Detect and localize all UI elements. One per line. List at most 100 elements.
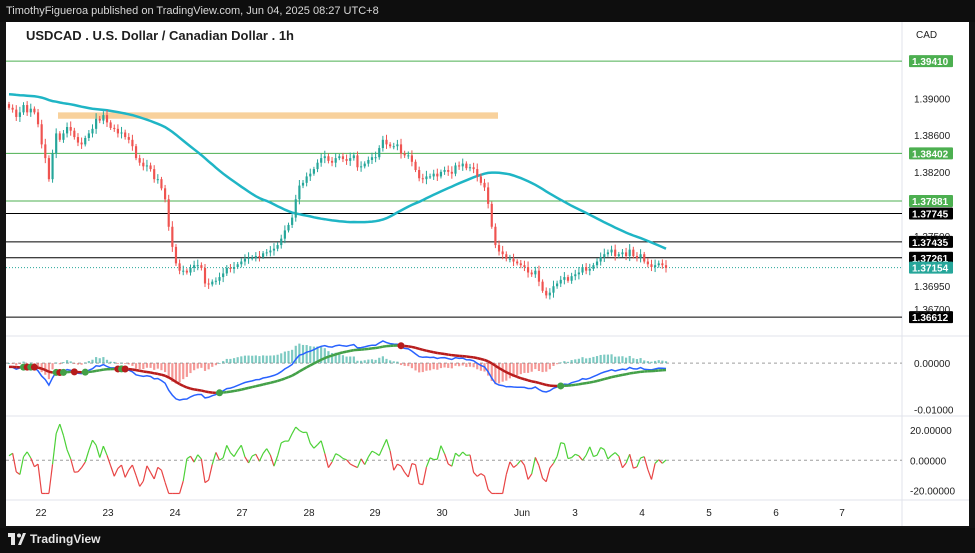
- oscillator-segment: [611, 452, 616, 456]
- candle-body: [363, 163, 366, 167]
- oscillator-segment: [560, 442, 565, 445]
- level-label: 1.38402: [912, 149, 949, 160]
- candle-body: [243, 258, 247, 262]
- macd-histogram-bar: [58, 363, 61, 365]
- oscillator-segment: [189, 455, 195, 463]
- candle-body: [479, 176, 482, 183]
- macd-fast-line: [8, 340, 667, 401]
- candle-body: [519, 263, 522, 266]
- candle-body: [222, 273, 225, 278]
- macd-slow-segment: [320, 356, 326, 361]
- macd-histogram-bar: [643, 360, 646, 364]
- y-tick-label: 1.38600: [914, 131, 951, 142]
- macd-slow-segment: [589, 380, 594, 384]
- macd-histogram-bar: [556, 363, 559, 365]
- macd-histogram-bar: [389, 360, 392, 364]
- macd-histogram-bar: [51, 363, 54, 370]
- oscillator-segment: [523, 465, 529, 480]
- oscillator-segment: [589, 446, 594, 457]
- oscillator-segment: [193, 454, 199, 463]
- oscillator-segment: [411, 462, 416, 466]
- macd-histogram-bar: [330, 352, 334, 364]
- chart-panel[interactable]: 1.39410 1.38402 1.37881 1.37745 1.37435 1.372…: [6, 22, 969, 526]
- macd-slow-segment: [433, 350, 438, 355]
- macd-slow-segment: [611, 375, 616, 379]
- macd-slow-segment: [291, 372, 297, 377]
- oscillator-segment: [26, 451, 32, 459]
- candle-body: [7, 104, 11, 108]
- oscillator-segment: [142, 465, 148, 482]
- oscillator-segment: [473, 472, 478, 477]
- candle-body: [211, 281, 214, 285]
- candle-body: [214, 280, 217, 282]
- macd-histogram-bar: [599, 354, 602, 364]
- candle-body: [396, 144, 399, 147]
- oscillator-segment: [204, 479, 209, 484]
- macd-histogram-bar: [399, 363, 403, 366]
- macd-slow-segment: [306, 364, 311, 369]
- candle-body: [251, 257, 254, 259]
- candle-body: [425, 176, 428, 180]
- macd-histogram-bar: [287, 350, 290, 364]
- candle-body: [95, 118, 98, 129]
- oscillator-segment: [480, 473, 485, 477]
- macd-histogram-bar: [87, 360, 90, 364]
- macd-histogram-bar: [269, 355, 272, 364]
- candle-body: [301, 182, 305, 186]
- candle-body: [33, 108, 36, 113]
- oscillator-segment: [102, 445, 108, 456]
- candle-body: [294, 199, 297, 218]
- macd-slow-segment: [542, 382, 547, 387]
- macd-histogram-bar: [352, 356, 355, 364]
- candle-body: [472, 167, 475, 170]
- macd-histogram-bar: [650, 361, 653, 364]
- oscillator-segment: [621, 462, 627, 469]
- oscillator-segment: [458, 451, 464, 457]
- oscillator-segment: [455, 452, 460, 457]
- level-label: 1.37881: [912, 197, 949, 208]
- macd-histogram-bar: [603, 354, 606, 364]
- candle-body: [283, 230, 286, 239]
- macd-histogram-bar: [458, 363, 461, 367]
- candle-body: [320, 158, 323, 163]
- candle-body: [247, 257, 250, 259]
- macd-histogram-bar: [55, 362, 58, 364]
- oscillator-segment: [633, 466, 638, 469]
- candle-body: [621, 252, 624, 255]
- macd-histogram-bar: [280, 353, 283, 364]
- candle-body: [563, 277, 566, 280]
- candle-body: [47, 158, 51, 180]
- oscillator-segment: [287, 433, 293, 442]
- candle-body: [80, 142, 83, 145]
- candle-body: [113, 127, 116, 129]
- macd-histogram-bar: [519, 363, 522, 375]
- macd-slow-segment: [339, 351, 344, 355]
- candle-body: [432, 173, 435, 177]
- macd-histogram-bar: [581, 357, 584, 364]
- macd-slow-segment: [157, 372, 162, 376]
- oscillator-segment: [84, 450, 90, 463]
- macd-histogram-bar: [617, 356, 620, 364]
- macd-histogram-bar: [461, 363, 464, 366]
- oscillator-segment: [636, 457, 642, 468]
- macd-histogram-bar: [236, 357, 239, 364]
- candle-body: [559, 279, 562, 284]
- candle-body: [55, 133, 58, 154]
- macd-slow-segment: [328, 354, 333, 358]
- macd-slow-segment: [444, 352, 449, 356]
- candle-body: [635, 256, 639, 258]
- macd-histogram-bar: [156, 363, 159, 369]
- oscillator-segment: [200, 458, 206, 483]
- candle-body: [163, 188, 167, 200]
- candle-body: [556, 283, 559, 287]
- macd-histogram-bar: [323, 348, 326, 364]
- candle-body: [62, 133, 65, 140]
- oscillator-segment: [378, 447, 384, 456]
- macd-cross-marker: [216, 389, 224, 397]
- oscillator-segment: [219, 457, 224, 461]
- candle-body: [399, 144, 403, 154]
- macd-histogram-bar: [124, 363, 127, 364]
- macd-histogram-bar: [203, 363, 207, 371]
- candle-body: [134, 146, 138, 159]
